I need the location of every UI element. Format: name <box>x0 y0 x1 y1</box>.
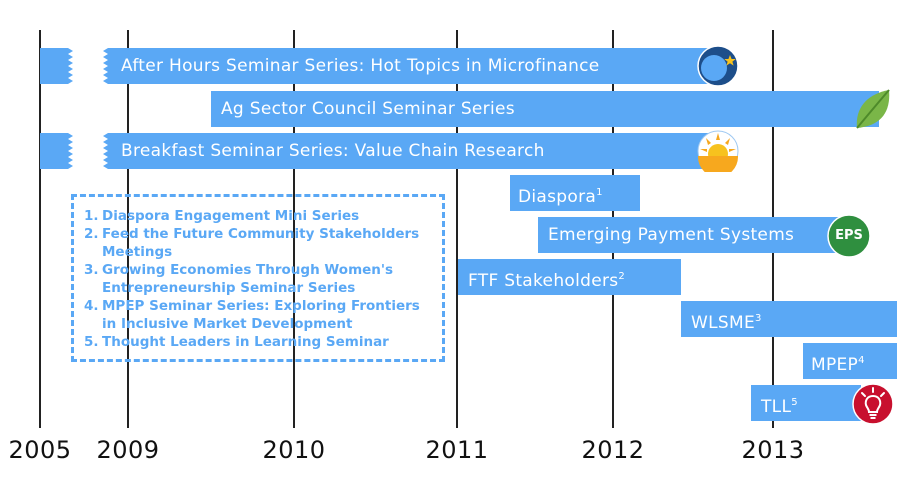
ftf-footnote: 2 <box>618 271 626 282</box>
diaspora-label: Diaspora <box>518 187 597 207</box>
eps-badge-icon: EPS <box>827 214 871 258</box>
year-label-2013: 2013 <box>741 436 805 464</box>
tll-bar: TLL5 <box>751 385 861 421</box>
tll-label: TLL <box>761 397 792 417</box>
footnote-item: 1. Diaspora Engagement Mini Series <box>84 207 432 225</box>
wlsme-bar: WLSME3 <box>681 301 897 337</box>
break-zigzag-icon <box>103 48 113 84</box>
lightbulb-icon <box>852 383 894 425</box>
year-label-2009: 2009 <box>96 436 160 464</box>
footnote-text: Growing Economies Through Women's Entrep… <box>102 262 394 296</box>
wlsme-label: WLSME <box>691 313 755 333</box>
mpep-footnote: 4 <box>858 355 865 366</box>
leaf-icon <box>853 88 893 130</box>
footnote-number: 4. <box>84 298 99 314</box>
mpep-bar: MPEP4 <box>803 343 897 379</box>
footnote-text: Thought Leaders in Learning Seminar <box>102 334 389 350</box>
footnote-number: 2. <box>84 226 99 242</box>
breakfast-bar: Breakfast Seminar Series: Value Chain Re… <box>103 133 712 169</box>
after-hours-stub <box>40 48 73 84</box>
ftf-bar: FTF Stakeholders2 <box>458 259 681 295</box>
ag-sector-label: Ag Sector Council Seminar Series <box>221 99 515 119</box>
breakfast-stub <box>40 133 73 169</box>
after-hours-label: After Hours Seminar Series: Hot Topics i… <box>121 56 600 76</box>
break-zigzag-icon <box>63 133 73 169</box>
eps-badge-text: EPS <box>835 228 863 243</box>
after-hours-bar: After Hours Seminar Series: Hot Topics i… <box>103 48 712 84</box>
year-label-2005: 2005 <box>8 436 72 464</box>
eps-bar: Emerging Payment Systems <box>538 217 848 253</box>
ftf-label: FTF Stakeholders <box>468 271 619 291</box>
year-label-2012: 2012 <box>581 436 645 464</box>
break-zigzag-icon <box>103 133 113 169</box>
footnote-item: 5. Thought Leaders in Learning Seminar <box>84 333 432 351</box>
year-label-2011: 2011 <box>425 436 489 464</box>
tll-footnote: 5 <box>791 397 798 408</box>
footnote-text: Feed the Future Community Stakeholders M… <box>102 226 420 260</box>
breakfast-label: Breakfast Seminar Series: Value Chain Re… <box>121 141 545 161</box>
gridline-2011 <box>456 30 458 428</box>
footnote-text: MPEP Seminar Series: Exploring Frontiers… <box>102 298 420 332</box>
footnote-text: Diaspora Engagement Mini Series <box>102 208 360 224</box>
break-zigzag-icon <box>63 48 73 84</box>
gridline-2010 <box>293 30 295 428</box>
gridline-2009 <box>127 30 129 428</box>
diaspora-bar: Diaspora1 <box>510 175 640 211</box>
wlsme-footnote: 3 <box>754 313 762 324</box>
globe-star-icon <box>697 45 739 87</box>
gridline-2005 <box>39 30 41 428</box>
year-label-2010: 2010 <box>262 436 326 464</box>
footnote-item: 3. Growing Economies Through Women's Entr… <box>84 261 432 297</box>
footnote-item: 2. Feed the Future Community Stakeholders… <box>84 225 432 261</box>
footnotes-list: 1. Diaspora Engagement Mini Series 2. Feed… <box>84 207 432 351</box>
diaspora-footnote: 1 <box>596 187 603 198</box>
ag-sector-bar: Ag Sector Council Seminar Series <box>211 91 879 127</box>
mpep-label: MPEP <box>811 355 859 375</box>
footnote-item: 4. MPEP Seminar Series: Exploring Frontie… <box>84 297 432 333</box>
footnotes-box: 1. Diaspora Engagement Mini Series 2. Feed… <box>71 194 445 362</box>
footnote-number: 5. <box>84 334 99 350</box>
eps-label: Emerging Payment Systems <box>548 225 795 245</box>
sunrise-icon <box>697 130 739 177</box>
footnote-number: 1. <box>84 208 99 224</box>
footnote-number: 3. <box>84 262 99 278</box>
